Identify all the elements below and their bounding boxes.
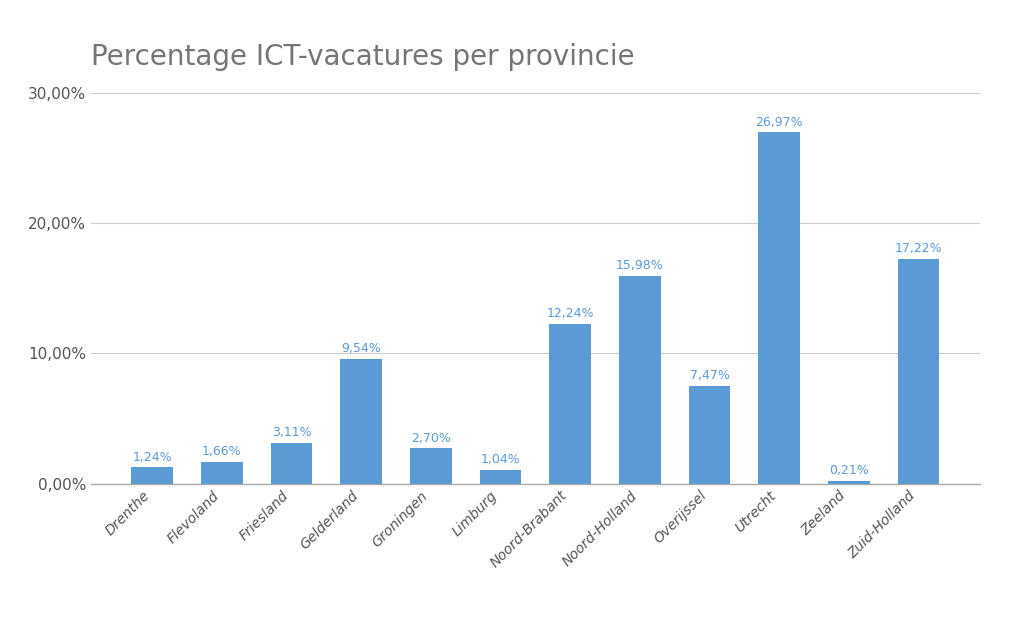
Text: 26,97%: 26,97% <box>755 115 803 128</box>
Bar <box>759 133 800 484</box>
Text: 0,21%: 0,21% <box>829 464 869 477</box>
Bar <box>410 448 451 484</box>
Bar <box>480 470 521 484</box>
Text: 1,24%: 1,24% <box>132 451 172 464</box>
Bar <box>549 324 591 484</box>
Bar <box>201 462 242 484</box>
Text: 7,47%: 7,47% <box>690 370 729 383</box>
Bar <box>689 386 730 484</box>
Bar <box>828 481 870 484</box>
Bar <box>898 259 939 484</box>
Text: Percentage ICT-vacatures per provincie: Percentage ICT-vacatures per provincie <box>91 43 634 71</box>
Bar <box>271 443 312 484</box>
Text: 2,70%: 2,70% <box>411 432 450 445</box>
Text: 1,04%: 1,04% <box>481 453 520 466</box>
Text: 12,24%: 12,24% <box>546 308 594 321</box>
Text: 15,98%: 15,98% <box>616 259 664 272</box>
Text: 1,66%: 1,66% <box>202 445 241 458</box>
Bar <box>131 467 173 484</box>
Bar <box>340 360 382 484</box>
Text: 17,22%: 17,22% <box>895 242 942 255</box>
Text: 9,54%: 9,54% <box>341 342 381 355</box>
Text: 3,11%: 3,11% <box>272 426 311 439</box>
Bar <box>619 275 661 484</box>
